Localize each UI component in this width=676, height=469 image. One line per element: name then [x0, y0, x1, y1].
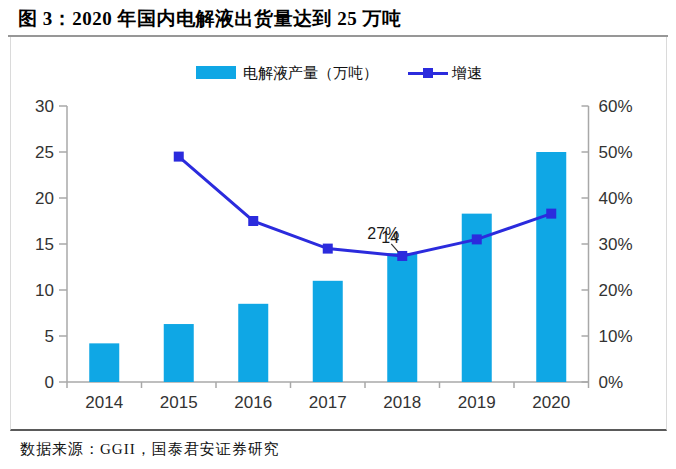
svg-text:15: 15 — [35, 235, 54, 254]
svg-text:2019: 2019 — [458, 393, 496, 412]
svg-text:20: 20 — [35, 189, 54, 208]
svg-text:5: 5 — [45, 327, 54, 346]
svg-text:60%: 60% — [599, 97, 633, 116]
data-source: 数据来源：GGII，国泰君安证券研究 — [20, 440, 280, 459]
svg-text:30%: 30% — [599, 235, 633, 254]
svg-text:2020: 2020 — [532, 393, 570, 412]
svg-text:0: 0 — [45, 373, 54, 392]
combo-chart: 0 5 10 15 20 25 30 0% 10% 20% 30% 40% 50% 60% 2014 2015… — [0, 0, 676, 435]
svg-text:2016: 2016 — [234, 393, 272, 412]
svg-text:0%: 0% — [599, 373, 624, 392]
svg-text:10%: 10% — [599, 327, 633, 346]
svg-text:25: 25 — [35, 143, 54, 162]
svg-text:10: 10 — [35, 281, 54, 300]
svg-text:20%: 20% — [599, 281, 633, 300]
svg-text:2015: 2015 — [160, 393, 198, 412]
svg-text:50%: 50% — [599, 143, 633, 162]
svg-text:2014: 2014 — [85, 393, 123, 412]
svg-text:2018: 2018 — [383, 393, 421, 412]
svg-text:30: 30 — [35, 97, 54, 116]
svg-text:40%: 40% — [599, 189, 633, 208]
svg-text:2017: 2017 — [309, 393, 347, 412]
report-figure: 图 3：2020 年国内电解液出货量达到 25 万吨 电解液产量（万吨） 增速 … — [0, 0, 676, 469]
svg-text:14: 14 — [381, 229, 399, 246]
